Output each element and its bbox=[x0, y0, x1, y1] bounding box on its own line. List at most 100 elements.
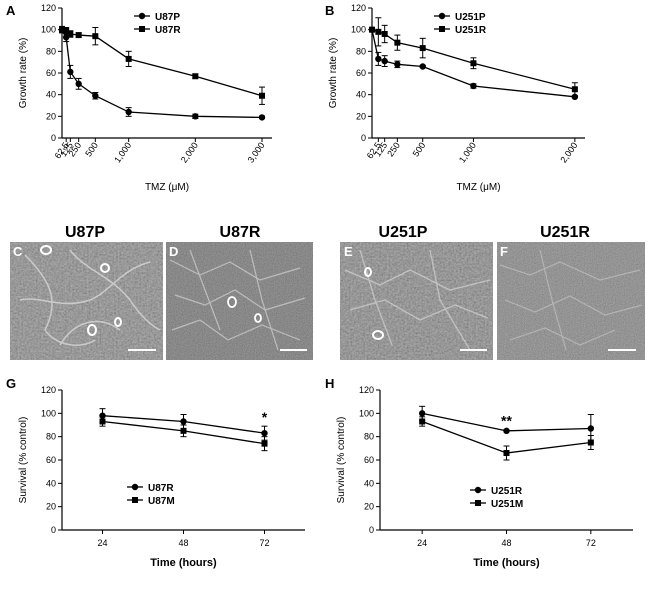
data-point-u87r bbox=[67, 31, 74, 37]
x-tick-label: 48 bbox=[178, 538, 188, 548]
y-tick-label: 80 bbox=[356, 46, 366, 56]
x-tick-label: 250 bbox=[385, 140, 402, 158]
legend-marker bbox=[475, 500, 481, 506]
data-point-u251p bbox=[470, 82, 477, 90]
legend-label-u87m: U87M bbox=[148, 496, 175, 507]
y-tick-label: 100 bbox=[41, 25, 56, 35]
y-axis-label-h: Survival (% control) bbox=[336, 417, 347, 504]
x-axis-label-a: TMZ (μM) bbox=[145, 182, 189, 193]
legend-marker bbox=[131, 483, 139, 491]
panel-letter-g: G bbox=[6, 376, 16, 391]
y-tick-label: 0 bbox=[361, 133, 366, 143]
data-point-u87r bbox=[261, 429, 268, 437]
data-point-u87p bbox=[258, 114, 266, 121]
series-line-u87p bbox=[61, 29, 263, 119]
panel-letter-e: E bbox=[344, 244, 353, 259]
x-tick-label: 72 bbox=[586, 538, 596, 548]
y-tick-label: 100 bbox=[41, 408, 56, 418]
data-point-u87r bbox=[192, 73, 199, 80]
y-tick-label: 20 bbox=[46, 502, 56, 512]
data-point-u87p bbox=[92, 92, 99, 99]
y-tick-label: 120 bbox=[41, 3, 56, 13]
data-point-u87r bbox=[259, 92, 265, 99]
y-tick-label: 0 bbox=[369, 525, 374, 535]
series-line-u87r bbox=[61, 29, 263, 97]
chart-h-survival-u251: 0 20 40 60 80 100 120 24 48 72 Time (hours) Surviva… bbox=[336, 385, 633, 569]
x-tick-label: 2,000 bbox=[179, 140, 200, 164]
data-point-u251r bbox=[587, 425, 595, 432]
significance-marker: * bbox=[262, 409, 268, 425]
data-point-u251m bbox=[419, 418, 426, 425]
x-axis-label-g: Time (hours) bbox=[150, 557, 217, 569]
y-axis-label-b: Growth rate (%) bbox=[328, 38, 339, 109]
data-point-u87m bbox=[99, 418, 106, 425]
x-tick-label: 2,000 bbox=[558, 140, 579, 164]
data-point-u87r bbox=[75, 32, 82, 39]
y-tick-label: 60 bbox=[46, 455, 56, 465]
y-tick-label: 40 bbox=[46, 90, 56, 100]
y-tick-label: 80 bbox=[46, 432, 56, 442]
data-point-u251r bbox=[369, 26, 375, 33]
legend-marker bbox=[138, 12, 146, 20]
x-tick-label: 1,000 bbox=[457, 140, 478, 164]
micrograph-f-title: U251R bbox=[540, 224, 590, 241]
legend-marker bbox=[439, 26, 445, 32]
data-point-u87p bbox=[67, 68, 74, 76]
panel-letter-d: D bbox=[169, 244, 178, 259]
panel-letter-h: H bbox=[325, 376, 334, 391]
x-tick-label: 24 bbox=[97, 538, 107, 548]
x-tick-label: 48 bbox=[501, 538, 511, 548]
data-point-u251p bbox=[381, 57, 388, 65]
panel-letter-b: B bbox=[325, 3, 334, 18]
micrograph-c-title: U87P bbox=[65, 224, 105, 241]
y-tick-label: 60 bbox=[46, 68, 56, 78]
x-tick-label: 24 bbox=[417, 538, 427, 548]
data-point-u251p bbox=[571, 93, 579, 101]
data-point-u251r bbox=[571, 86, 578, 93]
data-point-u87p bbox=[75, 80, 82, 88]
micrograph-f bbox=[497, 242, 645, 360]
data-point-u251p bbox=[419, 63, 426, 70]
legend-label-u87p: U87P bbox=[155, 12, 180, 23]
y-tick-label: 40 bbox=[46, 478, 56, 488]
panel-letter-a: A bbox=[6, 3, 16, 18]
legend-marker bbox=[139, 26, 145, 32]
panel-letter-f: F bbox=[500, 244, 508, 259]
x-tick-label: 1,000 bbox=[112, 140, 133, 164]
legend-label-u251r: U251R bbox=[455, 25, 487, 36]
x-tick-label: 3,000 bbox=[246, 140, 267, 164]
data-point-u251p bbox=[375, 55, 382, 63]
panel-letter-c: C bbox=[13, 244, 23, 259]
data-point-u87m bbox=[261, 440, 268, 447]
y-tick-label: 40 bbox=[364, 478, 374, 488]
y-tick-label: 0 bbox=[51, 525, 56, 535]
x-axis-label-h: Time (hours) bbox=[473, 557, 540, 569]
y-tick-label: 100 bbox=[359, 408, 374, 418]
legend-marker bbox=[438, 12, 446, 20]
data-point-u87r bbox=[92, 33, 99, 40]
y-tick-label: 120 bbox=[41, 385, 56, 395]
data-point-u87r bbox=[125, 55, 132, 62]
data-point-u87m bbox=[180, 427, 187, 434]
data-point-u251r bbox=[418, 410, 426, 417]
y-tick-label: 80 bbox=[364, 432, 374, 442]
legend-marker bbox=[132, 497, 138, 503]
legend-label-u87r: U87R bbox=[155, 25, 181, 36]
data-point-u251r bbox=[419, 45, 426, 52]
data-point-u251r bbox=[381, 31, 388, 37]
data-point-u251r bbox=[470, 60, 477, 67]
data-point-u87p bbox=[192, 113, 199, 120]
data-point-u251m bbox=[503, 450, 510, 456]
micrograph-d-title: U87R bbox=[220, 224, 261, 241]
data-point-u251r bbox=[503, 427, 510, 435]
y-tick-label: 120 bbox=[351, 3, 366, 13]
x-axis-label-b: TMZ (μM) bbox=[456, 182, 500, 193]
micrograph-e bbox=[340, 242, 493, 360]
y-tick-label: 60 bbox=[356, 68, 366, 78]
micrograph-c bbox=[10, 242, 163, 360]
y-axis-label-a: Growth rate (%) bbox=[18, 38, 29, 109]
legend-marker bbox=[474, 486, 482, 494]
